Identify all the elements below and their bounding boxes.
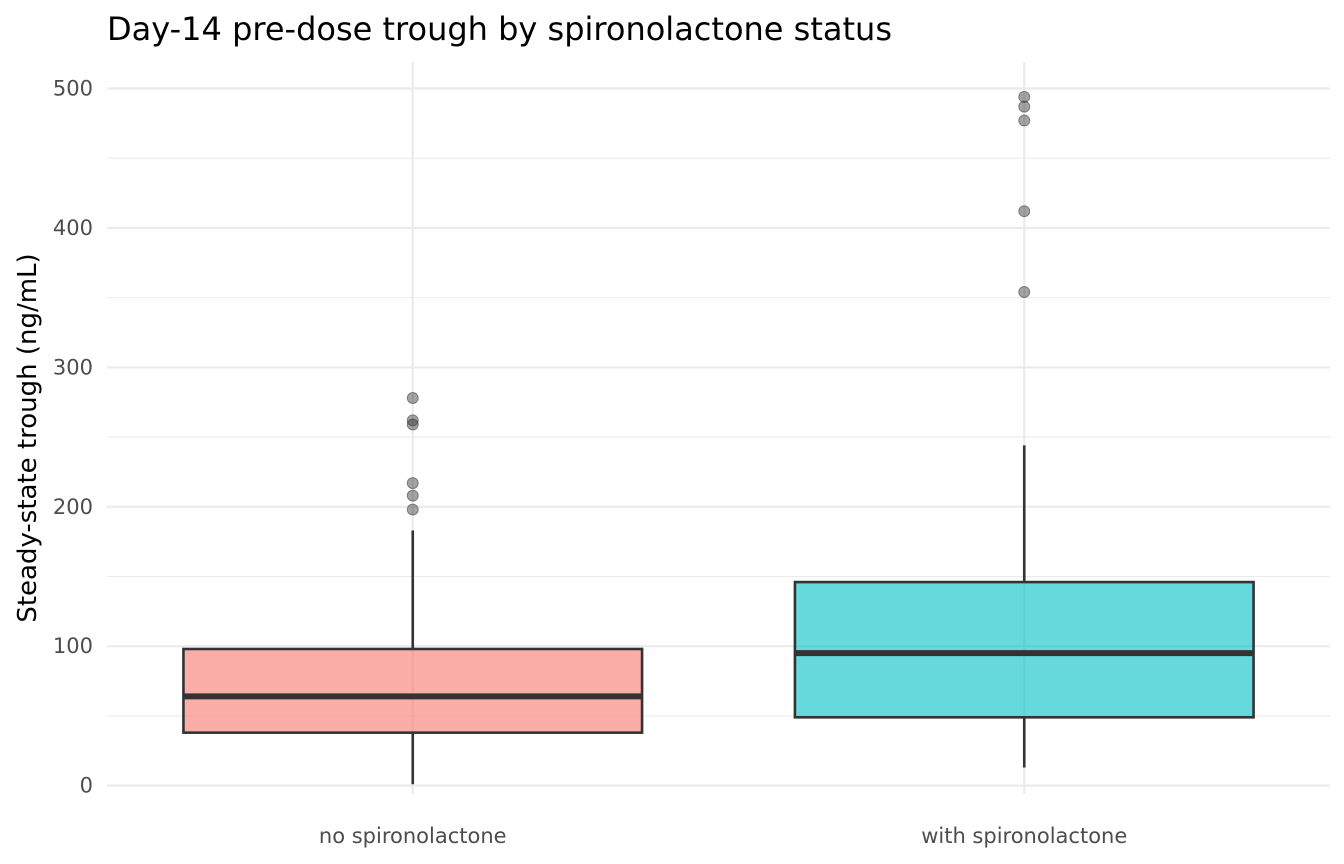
y-tick-label: 100 bbox=[53, 634, 93, 658]
outlier-point bbox=[1018, 286, 1031, 299]
x-tick-label: no spironolactone bbox=[319, 824, 507, 848]
x-tick-label: with spironolactone bbox=[921, 824, 1127, 848]
outlier-point bbox=[406, 477, 419, 490]
outlier-point bbox=[406, 503, 419, 516]
boxplot-no-spironolactone bbox=[182, 392, 644, 785]
y-tick-label: 500 bbox=[53, 76, 93, 100]
chart-title: Day-14 pre-dose trough by spironolactone… bbox=[107, 10, 892, 48]
outlier-point bbox=[1018, 205, 1031, 218]
outlier-point bbox=[1018, 100, 1031, 113]
y-tick-label: 400 bbox=[53, 216, 93, 240]
plot-area bbox=[182, 90, 1255, 785]
y-tick-label: 300 bbox=[53, 355, 93, 379]
outlier-point bbox=[1018, 114, 1031, 127]
axes: 0 100 200 300 400 500 no spironolactone with sp… bbox=[53, 76, 1127, 848]
boxplot-with-spironolactone bbox=[793, 90, 1255, 768]
y-axis-label: Steady-state trough (ng/mL) bbox=[13, 253, 43, 622]
outlier-point bbox=[406, 489, 419, 502]
y-tick-label: 0 bbox=[80, 774, 93, 798]
outlier-point bbox=[406, 414, 419, 427]
outlier-point bbox=[406, 418, 419, 431]
outlier-point bbox=[406, 392, 419, 405]
box bbox=[793, 580, 1255, 719]
box bbox=[182, 647, 644, 734]
y-tick-label: 200 bbox=[53, 495, 93, 519]
outlier-point bbox=[1018, 90, 1031, 103]
